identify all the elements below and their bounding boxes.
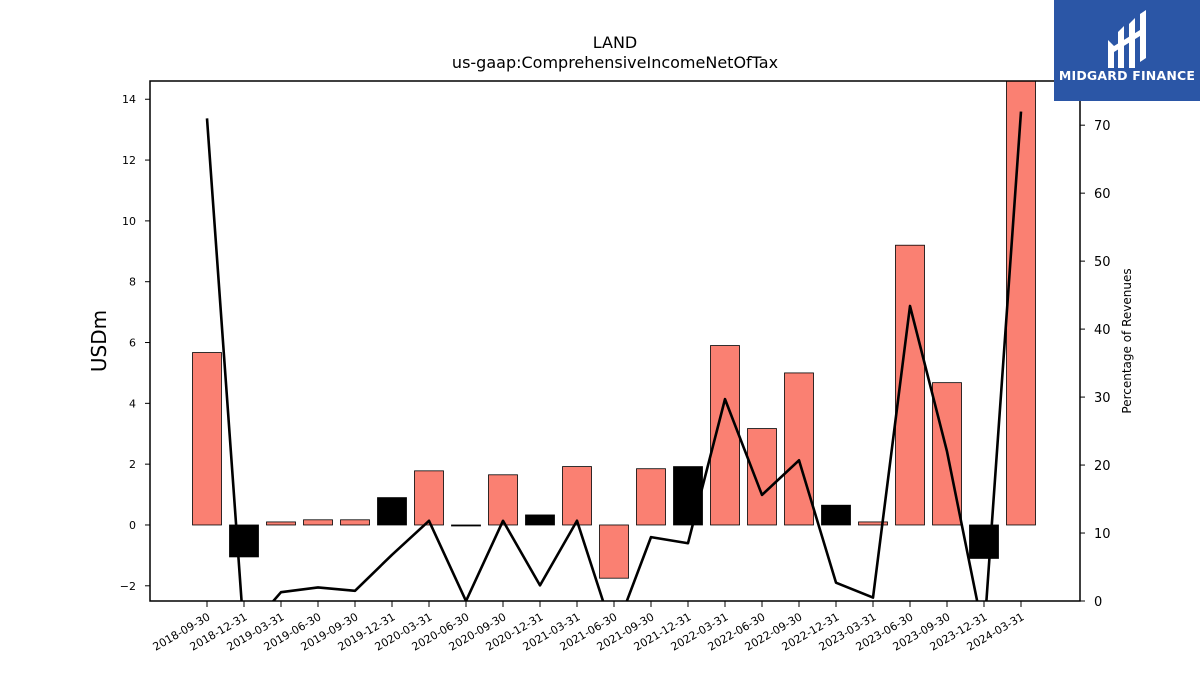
chart-title: LAND — [593, 33, 638, 52]
y-tick-label: 4 — [129, 397, 136, 410]
bar-2020-12-31 — [525, 514, 555, 526]
bar-2020-09-30 — [488, 474, 518, 526]
y-tick-label: 10 — [122, 215, 136, 228]
bar-2019-03-31 — [266, 521, 296, 526]
bar-2019-09-30 — [340, 519, 370, 526]
y2-tick-label: 60 — [1094, 187, 1111, 202]
bar-2020-06-30 — [451, 524, 481, 527]
y-tick-label: 6 — [129, 337, 136, 350]
y2-tick-label: 20 — [1094, 459, 1111, 474]
bar-2019-12-31 — [377, 497, 407, 526]
bar-2019-06-30 — [303, 519, 333, 526]
y2-tick-label: 10 — [1094, 527, 1111, 542]
bar-2024-03-31 — [1006, 81, 1036, 526]
bar-2022-09-30 — [784, 372, 814, 526]
y-tick-label: 0 — [129, 519, 136, 532]
y-tick-label: 14 — [122, 93, 136, 106]
midgard-logo-icon — [1108, 10, 1146, 68]
y-tick-label: 2 — [129, 458, 136, 471]
y2-tick-label: 70 — [1094, 119, 1111, 134]
y2-tick-label: 40 — [1094, 323, 1111, 338]
y2-tick-label: 30 — [1094, 391, 1111, 406]
bar-2021-09-30 — [636, 468, 666, 526]
y2-tick-label: 50 — [1094, 255, 1111, 270]
y2-tick-label: 0 — [1094, 595, 1102, 610]
bar-2022-12-31 — [821, 504, 851, 526]
bar-2020-03-31 — [414, 470, 444, 526]
y-tick-label: 12 — [122, 154, 136, 167]
bar-2018-09-30 — [192, 352, 222, 526]
bar-2023-03-31 — [858, 521, 888, 526]
bar-2021-12-31 — [673, 466, 703, 526]
y-tick-label: −2 — [120, 580, 136, 593]
bar-2023-12-31 — [969, 524, 999, 559]
bar-2018-12-31 — [229, 524, 259, 558]
y-tick-label: 8 — [129, 276, 136, 289]
bar-2021-03-31 — [562, 466, 592, 526]
bar-2021-06-30 — [599, 524, 629, 579]
brand-name: MIDGARD FINANCE — [1058, 68, 1196, 83]
y2-axis-label: Percentage of Revenues — [1120, 268, 1134, 413]
percentage-of-revenues-line — [205, 111, 1023, 601]
bar-2022-06-30 — [747, 428, 777, 526]
plot-frame — [149, 80, 1081, 602]
chart-subtitle: us-gaap:ComprehensiveIncomeNetOfTax — [452, 53, 778, 72]
brand-logo: MIDGARD FINANCE — [1054, 0, 1200, 101]
y-axis-label: USDm — [87, 310, 111, 372]
